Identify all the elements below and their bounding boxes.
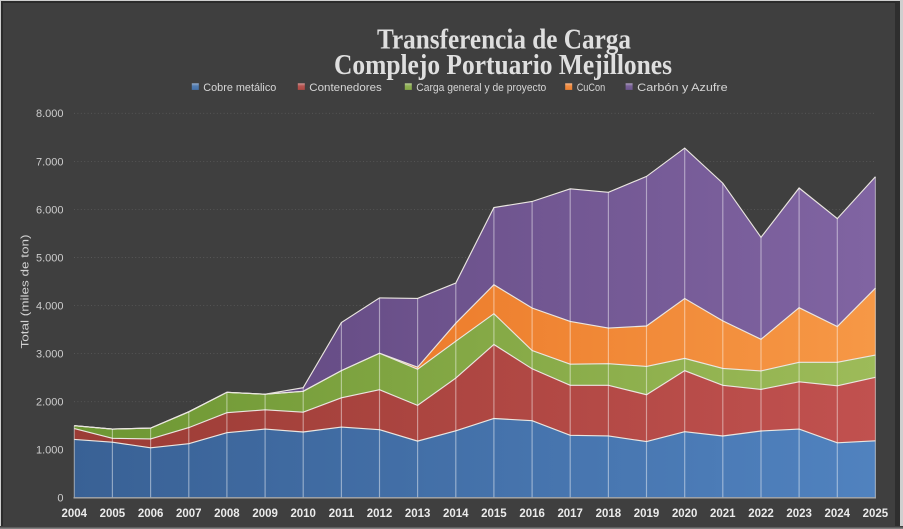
- svg-text:2004: 2004: [62, 506, 88, 520]
- svg-text:Carbón y Azufre: Carbón y Azufre: [637, 82, 728, 94]
- svg-text:2014: 2014: [443, 506, 469, 520]
- svg-text:2012: 2012: [367, 506, 393, 520]
- svg-text:Cobre metálico: Cobre metálico: [203, 82, 276, 94]
- svg-text:2019: 2019: [634, 506, 660, 520]
- svg-text:2005: 2005: [100, 506, 126, 520]
- svg-text:2021: 2021: [710, 506, 736, 520]
- svg-text:2016: 2016: [519, 506, 545, 520]
- svg-text:2009: 2009: [252, 506, 278, 520]
- svg-text:2017: 2017: [557, 506, 583, 520]
- svg-text:Contenedores: Contenedores: [309, 82, 382, 94]
- svg-text:3.000: 3.000: [36, 349, 64, 361]
- svg-text:2023: 2023: [786, 506, 812, 520]
- svg-text:6.000: 6.000: [36, 204, 64, 216]
- svg-text:Carga general y de proyecto: Carga general y de proyecto: [416, 82, 546, 94]
- svg-text:2018: 2018: [596, 506, 622, 520]
- svg-text:2008: 2008: [214, 506, 240, 520]
- svg-text:2.000: 2.000: [36, 397, 64, 409]
- svg-text:2006: 2006: [138, 506, 164, 520]
- svg-text:Complejo Portuario Mejillones: Complejo Portuario Mejillones: [334, 50, 672, 81]
- svg-text:2007: 2007: [176, 506, 202, 520]
- svg-text:Total (miles de ton): Total (miles de ton): [20, 235, 32, 349]
- svg-text:1.000: 1.000: [36, 445, 64, 457]
- svg-text:CuCon: CuCon: [577, 82, 606, 94]
- svg-text:2020: 2020: [672, 506, 698, 520]
- svg-text:7.000: 7.000: [36, 156, 64, 168]
- svg-text:2015: 2015: [481, 506, 507, 520]
- svg-text:8.000: 8.000: [36, 108, 64, 120]
- svg-text:Transferencia de Carga: Transferencia de Carga: [377, 25, 631, 56]
- svg-text:2024: 2024: [825, 506, 851, 520]
- svg-text:2010: 2010: [290, 506, 316, 520]
- svg-text:5.000: 5.000: [36, 252, 64, 264]
- svg-text:2013: 2013: [405, 506, 431, 520]
- svg-text:0: 0: [57, 493, 63, 505]
- svg-text:2025: 2025: [863, 506, 889, 520]
- svg-text:4.000: 4.000: [36, 300, 64, 312]
- svg-text:2011: 2011: [329, 506, 355, 520]
- svg-text:2022: 2022: [748, 506, 774, 520]
